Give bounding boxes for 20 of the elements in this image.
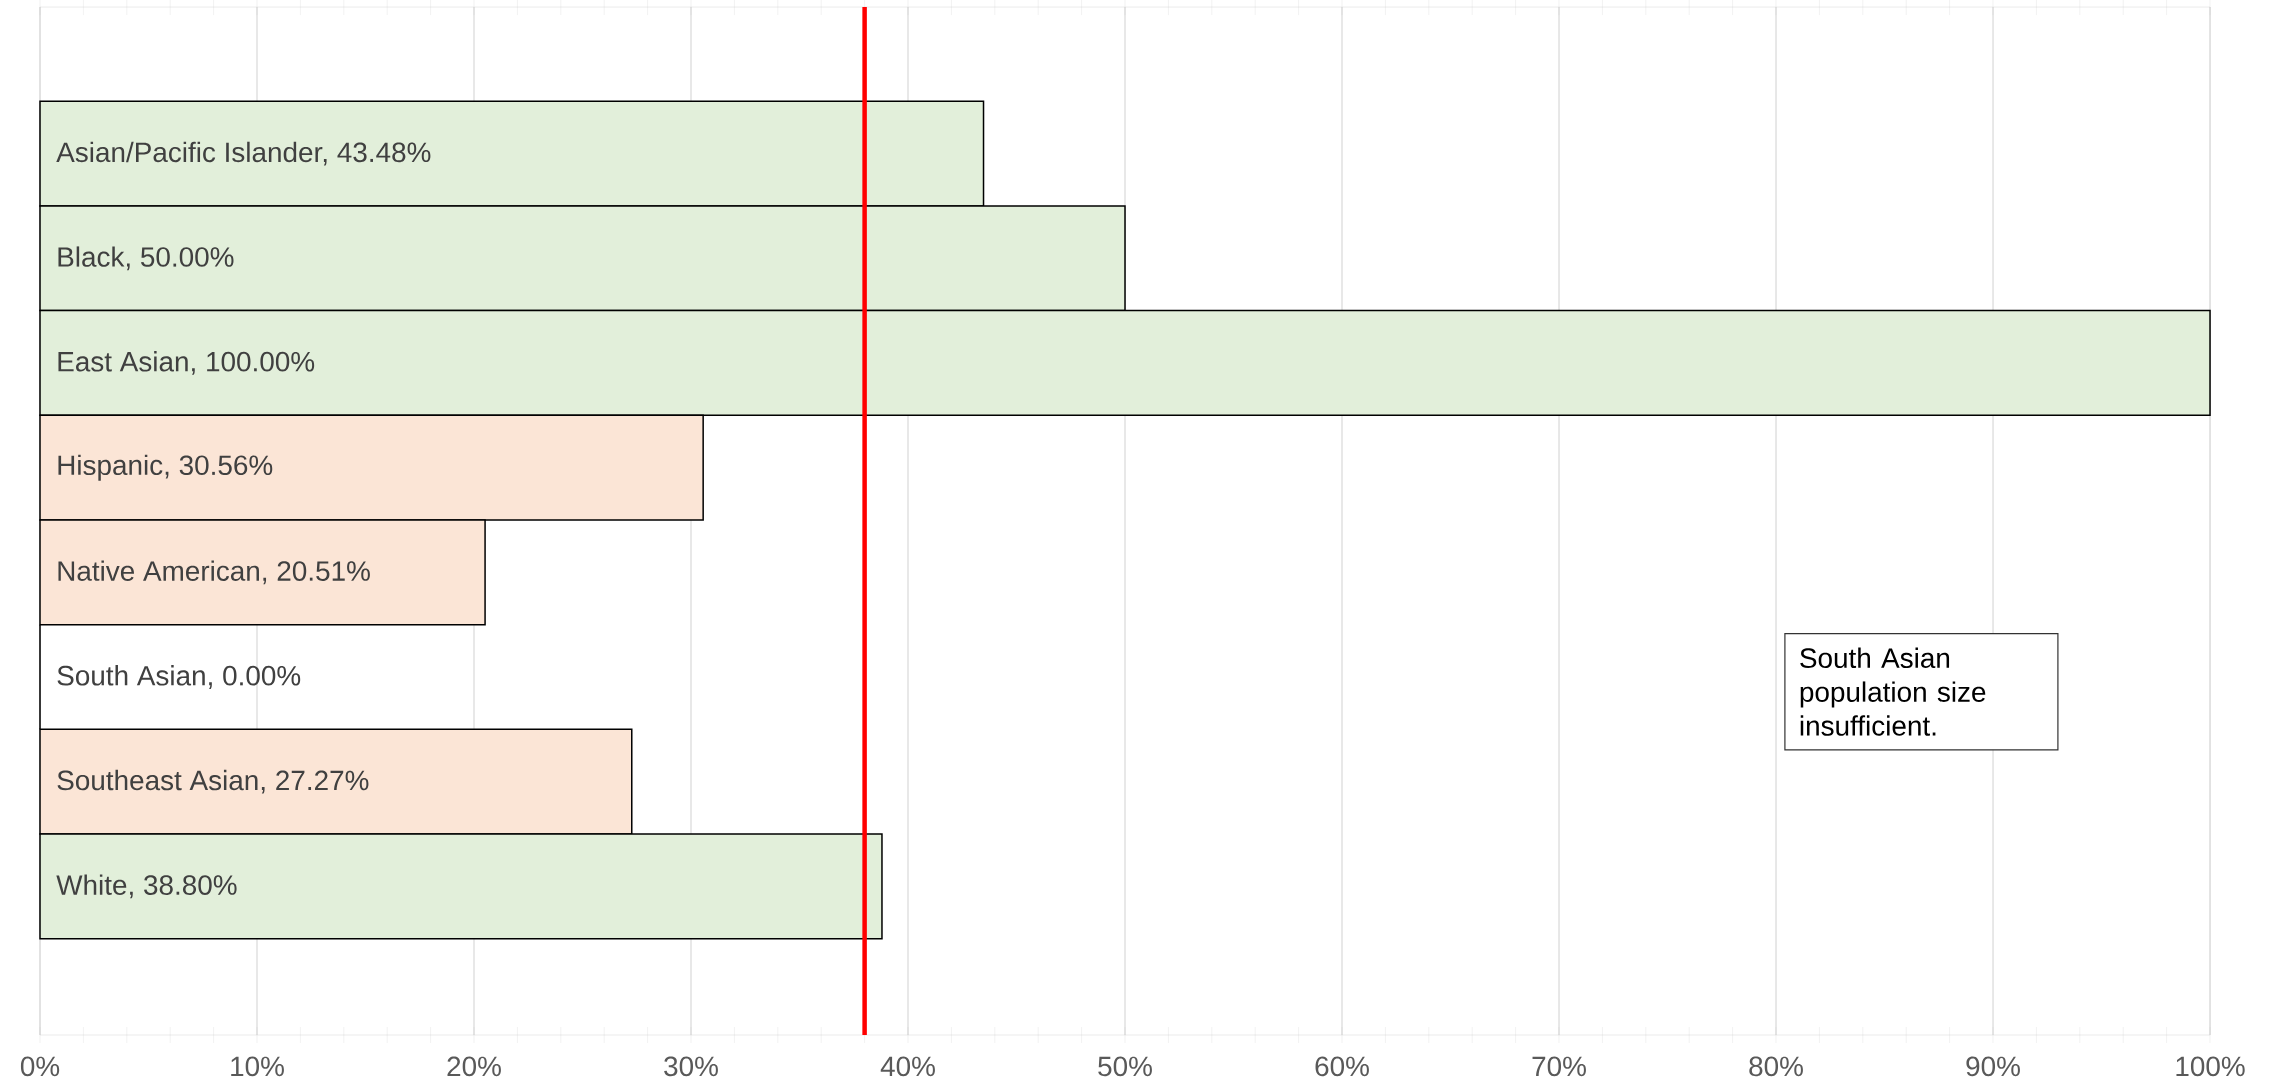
- y-tick-label: Hispanic, 30.56%: [58, 454, 273, 481]
- x-tick-label: 0%: [20, 1056, 60, 1077]
- y-tick-label: White, 38.80%: [56, 874, 237, 899]
- x-tick-label: 80%: [1749, 1056, 1803, 1077]
- y-tick-label: South Asian, 0.00%: [57, 665, 301, 689]
- x-tick-label: 100%: [2176, 1056, 2245, 1077]
- y-tick-label: Black, 50.00%: [58, 246, 234, 271]
- x-tick-label: 50%: [1098, 1056, 1152, 1077]
- x-tick-label: 20%: [447, 1056, 501, 1077]
- x-tick-label: 30%: [664, 1056, 718, 1077]
- x-tick-label: 60%: [1315, 1056, 1369, 1077]
- y-tick-label: Southeast Asian, 27.27%: [57, 769, 369, 794]
- x-tick-label: 40%: [880, 1056, 935, 1077]
- x-tick-label: 70%: [1532, 1056, 1586, 1077]
- y-tick-label: Native American, 20.51%: [58, 560, 370, 585]
- annotation: South Asian population size insufficient.: [1800, 647, 1986, 736]
- x-tick-label: 90%: [1966, 1056, 2020, 1077]
- y-tick-label: Asian/Pacific Islander, 43.48%: [56, 141, 431, 166]
- y-tick-label: East Asian, 100.00%: [58, 351, 315, 375]
- x-tick-label: 10%: [231, 1056, 284, 1077]
